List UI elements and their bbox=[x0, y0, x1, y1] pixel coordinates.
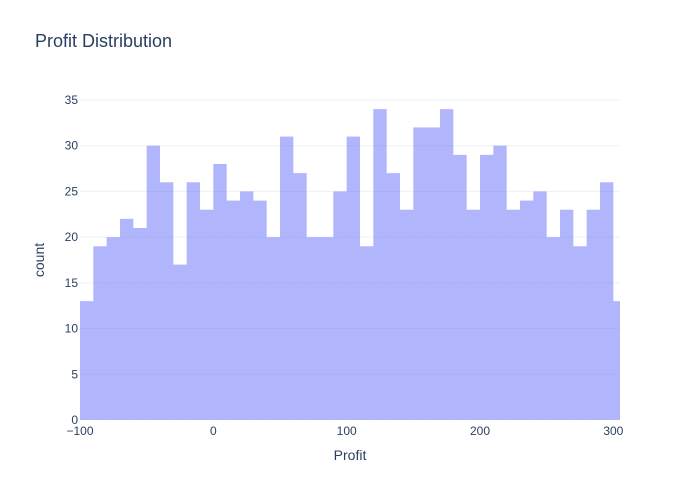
histogram-bar bbox=[333, 191, 347, 420]
histogram-bar bbox=[373, 109, 387, 421]
y-tick-label: 20 bbox=[65, 230, 79, 244]
y-tick-label: 10 bbox=[65, 322, 79, 336]
histogram-bar bbox=[120, 218, 134, 420]
histogram-bar bbox=[573, 246, 587, 420]
y-tick-label: 30 bbox=[65, 139, 79, 153]
y-tick-label: 15 bbox=[65, 276, 79, 290]
histogram-bar bbox=[306, 237, 320, 420]
histogram-bar bbox=[400, 209, 414, 420]
histogram-bar bbox=[613, 301, 620, 420]
histogram-bar bbox=[280, 136, 294, 421]
histogram-bar bbox=[133, 228, 147, 420]
histogram-bar bbox=[186, 182, 200, 420]
y-axis-title: count bbox=[31, 243, 47, 277]
histogram-bar bbox=[266, 237, 280, 420]
histogram-bar bbox=[320, 237, 334, 420]
y-tick-label: 5 bbox=[71, 367, 78, 381]
histogram-bar bbox=[560, 209, 574, 420]
histogram-bar bbox=[293, 173, 307, 420]
histogram-bar bbox=[480, 154, 494, 420]
x-tick-label: 0 bbox=[210, 424, 217, 438]
histogram-bar bbox=[240, 191, 254, 420]
histogram-bar bbox=[93, 246, 107, 420]
histogram-bar bbox=[173, 264, 187, 420]
histogram-bar bbox=[386, 173, 400, 420]
x-tick-label: 100 bbox=[337, 424, 357, 438]
y-tick-label: 25 bbox=[65, 184, 79, 198]
histogram-bar bbox=[453, 154, 467, 420]
histogram-bar bbox=[200, 209, 214, 420]
histogram-bar bbox=[213, 164, 227, 420]
y-tick-label: 0 bbox=[71, 413, 78, 427]
histogram-bar bbox=[440, 109, 454, 421]
histogram-bars bbox=[80, 109, 620, 421]
x-tick-label: −100 bbox=[66, 424, 93, 438]
histogram-bar bbox=[533, 191, 547, 420]
histogram-bar bbox=[106, 237, 120, 420]
x-tick-label: 200 bbox=[470, 424, 490, 438]
x-tick-label: 300 bbox=[603, 424, 623, 438]
x-axis-title: Profit bbox=[334, 447, 367, 463]
histogram-bar bbox=[600, 182, 614, 420]
histogram-bar bbox=[520, 200, 534, 420]
histogram-bar bbox=[413, 127, 427, 420]
histogram-bar bbox=[466, 209, 480, 420]
histogram-bar bbox=[226, 200, 240, 420]
histogram-bar bbox=[586, 209, 600, 420]
histogram-bar bbox=[346, 136, 360, 421]
y-axis-ticks: 0 5 10 15 20 25 30 35 bbox=[65, 93, 79, 427]
histogram-bar bbox=[493, 145, 507, 420]
histogram-bar bbox=[546, 237, 560, 420]
histogram-bar bbox=[80, 301, 94, 420]
histogram-bar bbox=[160, 182, 174, 420]
chart-title: Profit Distribution bbox=[35, 31, 173, 51]
histogram-bar bbox=[146, 145, 160, 420]
x-axis-ticks: −100 0 100 200 300 bbox=[66, 424, 623, 438]
histogram-bar bbox=[506, 209, 520, 420]
histogram-bar bbox=[253, 200, 267, 420]
y-tick-label: 35 bbox=[65, 93, 79, 107]
histogram-bar bbox=[426, 127, 440, 420]
histogram-bar bbox=[360, 246, 374, 420]
